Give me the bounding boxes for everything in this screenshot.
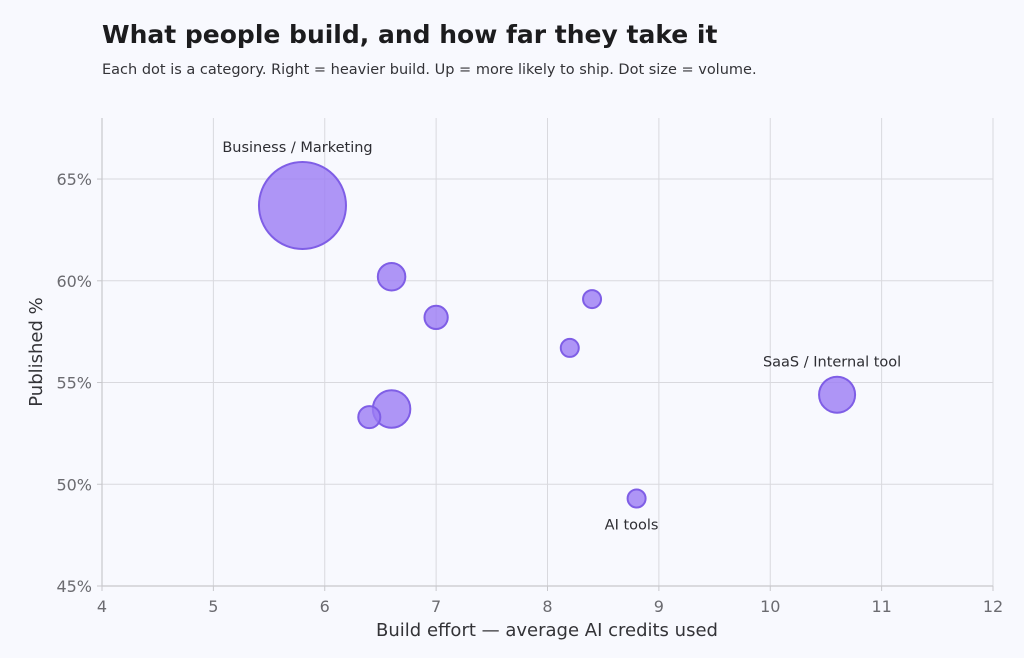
data-point [582,289,603,310]
y-tick-label: 55% [56,374,92,393]
x-tick-label: 8 [542,597,552,616]
data-point [376,261,407,292]
data-point [559,337,580,358]
y-tick-label: 45% [56,577,92,596]
x-tick-labels: 4 5 6 7 8 9 10 11 12 [97,597,1003,616]
x-tick-label: 6 [320,597,330,616]
x-tick-label: 7 [431,597,441,616]
x-tick-label: 4 [97,597,107,616]
y-tick-label: 60% [56,272,92,291]
x-tick-label: 10 [760,597,780,616]
y-tick-labels: 45% 50% 55% 60% 65% [56,170,92,596]
data-point [818,375,857,414]
data-point [626,488,647,509]
point-labels: Business / Marketing SaaS / Internal tool… [222,140,901,534]
x-tick-label: 9 [654,597,664,616]
x-tick-label: 12 [983,597,1003,616]
point-label: AI tools [605,518,659,534]
point-label: Business / Marketing [222,140,372,156]
y-axis-label: Published % [26,297,47,407]
data-point [357,405,382,430]
chart-subtitle: Each dot is a category. Right = heavier … [102,62,757,78]
gridlines [101,118,994,587]
data-point [423,304,449,331]
x-tick-label: 11 [871,597,891,616]
x-axis-label: Build effort — average AI credits used [376,620,718,641]
data-points [257,160,857,509]
x-tick-label: 5 [208,597,218,616]
y-tick-label: 50% [56,475,92,494]
data-point [257,160,347,251]
axes [97,118,994,591]
point-label: SaaS / Internal tool [763,355,901,371]
chart-title: What people build, and how far they take… [102,20,718,49]
y-tick-label: 65% [56,170,92,189]
